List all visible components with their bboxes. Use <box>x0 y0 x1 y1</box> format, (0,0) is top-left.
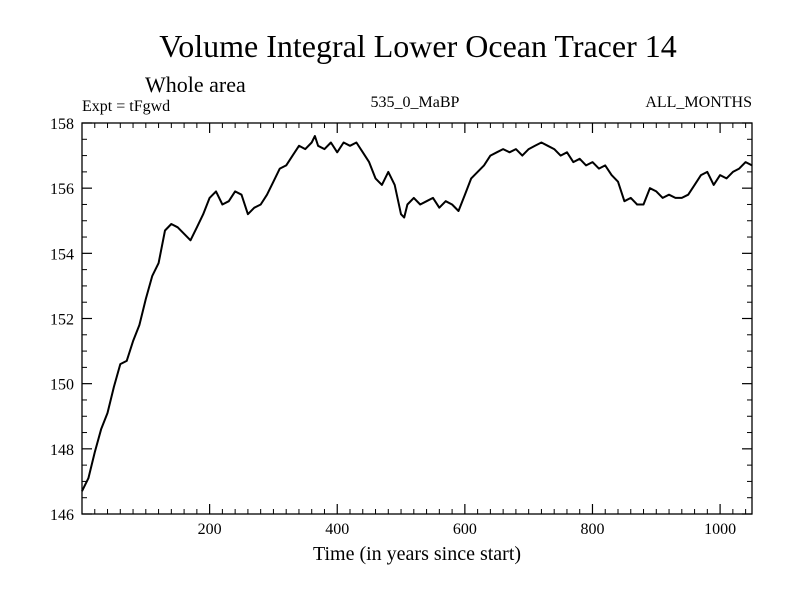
months-label: ALL_MONTHS <box>645 94 752 111</box>
x-tick-label: 1000 <box>704 521 736 538</box>
chart-title: Volume Integral Lower Ocean Tracer 14 <box>159 28 676 64</box>
x-tick-label: 400 <box>325 521 349 538</box>
x-tick-label: 800 <box>580 521 604 538</box>
y-tick-label: 158 <box>50 116 74 133</box>
chart-subtitle: Whole area <box>145 72 246 97</box>
x-axis-label: Time (in years since start) <box>313 543 521 565</box>
x-tick-label: 600 <box>453 521 477 538</box>
experiment-label: Expt = tFgwd <box>82 98 170 115</box>
y-tick-label: 154 <box>50 246 74 263</box>
x-tick-label: 200 <box>198 521 222 538</box>
series-line <box>81 135 753 492</box>
period-label: 535_0_MaBP <box>371 94 460 111</box>
y-tick-label: 156 <box>50 181 74 198</box>
y-tick-label: 146 <box>50 507 74 524</box>
plot-frame <box>81 122 753 515</box>
y-tick-label: 152 <box>50 312 74 329</box>
y-tick-label: 148 <box>50 442 74 459</box>
y-tick-label: 150 <box>50 377 74 394</box>
